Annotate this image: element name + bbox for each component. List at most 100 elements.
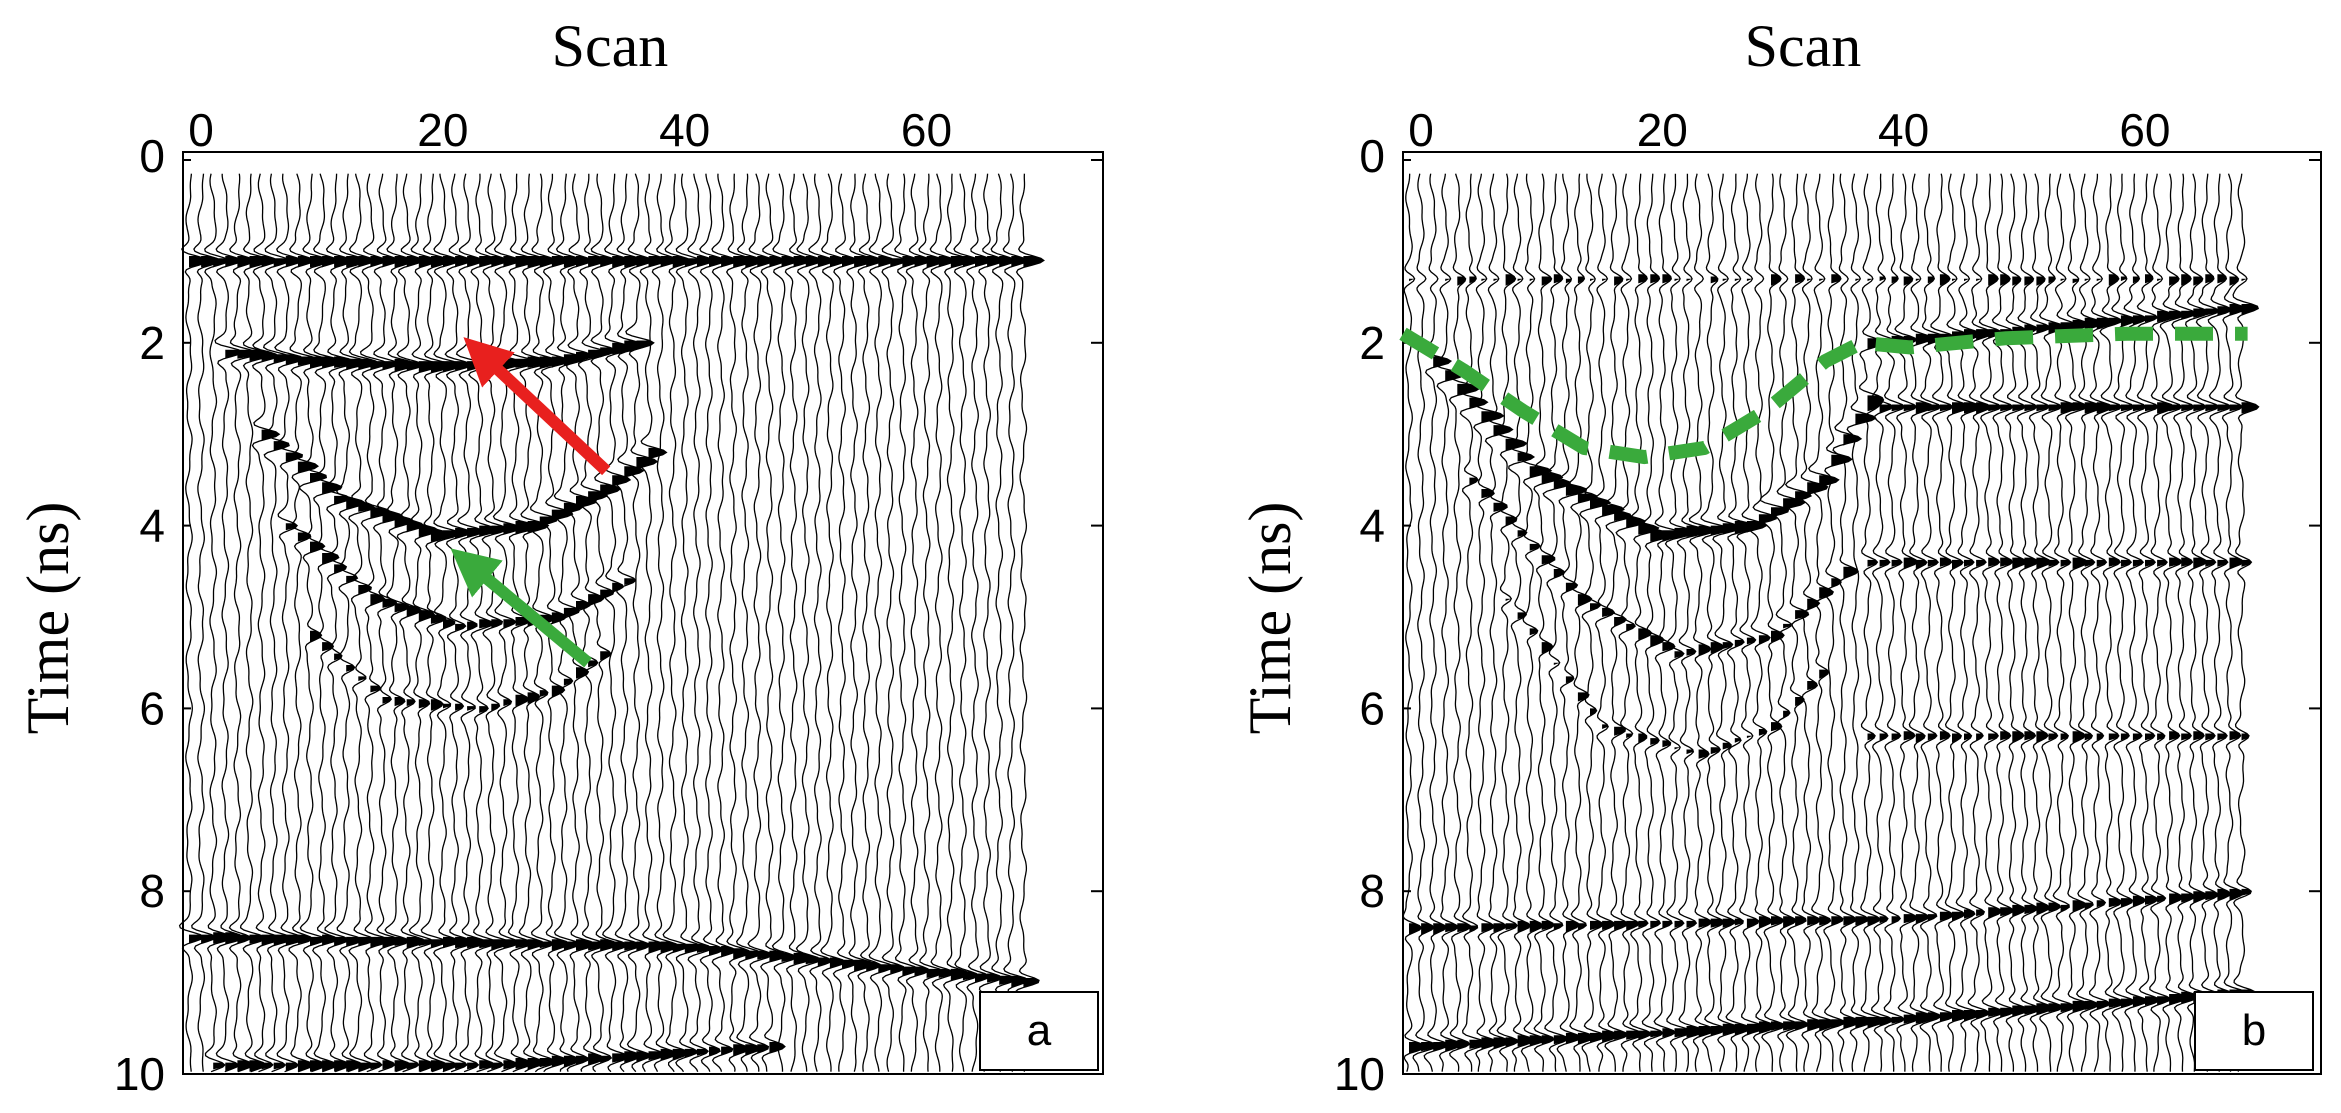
green-arrow [450,548,592,668]
x-tick-label: 60 [2119,104,2170,156]
y-tick-label: 2 [1359,317,1385,369]
trace-line [1002,173,1030,1072]
trace-line [251,173,281,1073]
trace-line [820,173,847,1072]
trace-line [2185,173,2213,1072]
trace-fill [1023,256,1044,988]
trace-line [590,173,622,1073]
trace-line [687,173,715,1072]
y-axis-title-b: Time (ns) [1237,502,1303,735]
y-tick-label: 6 [1359,682,1385,734]
trace-line [323,173,356,1073]
trace-line [1955,173,1983,1072]
trace-line [2063,173,2093,1072]
trace-line [1883,173,1910,1072]
y-tick-label: 8 [139,865,165,917]
y-tick-label: 0 [139,130,165,182]
trace-line [1944,173,1972,1072]
x-tick-labels-b: 0 20 40 60 [1408,104,2170,156]
y-tick-labels-a: 0 2 4 6 8 10 [114,130,165,1100]
trace-line [1402,173,1427,1072]
trace-fill [987,256,1004,983]
trace-line [846,173,876,1072]
trace-line [832,173,859,1072]
trace-fill [902,256,920,976]
trace-line [2123,173,2149,1072]
trace-line [1978,173,2004,1072]
trace-line [1458,173,1489,1072]
y-tick-label: 8 [1359,865,1385,917]
red-arrow [463,337,611,476]
y-tick-label: 0 [1359,130,1385,182]
green-dashed-line [1399,326,2248,465]
trace-fill [1831,274,1852,1029]
trace-line [2171,173,2199,1072]
trace-line [1919,173,1946,1072]
trace-line [808,173,835,1072]
trace-fill [817,256,834,967]
trace-line [2111,173,2138,1072]
trace-line [1894,173,1920,1072]
trace-line [1846,173,1877,1072]
trace-line [760,173,788,1072]
trace-line [384,173,417,1073]
x-tick-label: 0 [1408,104,1434,156]
trace-line [1508,173,1536,1072]
trace-line [396,173,427,1073]
trace-fill [1011,256,1029,988]
tick-marks-a [183,159,1103,1075]
trace-line [1433,173,1465,1072]
trace-line [312,173,343,1073]
y-tick-label: 4 [1359,500,1385,552]
trace-line [2038,173,2066,1072]
trace-line [625,173,659,1073]
trace-line [1859,173,1887,1072]
x-axis-title-a: Scan [552,13,669,79]
trace-line [1725,173,1757,1072]
x-tick-label: 20 [417,104,468,156]
trace-line [795,173,823,1072]
trace-line [372,173,404,1073]
x-axis-title-b: Scan [1745,13,1862,79]
trace-line [578,173,609,1072]
x-tick-labels-a: 0 20 40 60 [188,104,952,156]
trace-line [433,173,464,1073]
trace-fill [866,256,882,972]
trace-line [725,173,755,1072]
trace-line [2159,173,2188,1072]
trace-line [492,173,525,1073]
trace-line [894,173,921,1072]
trace-line [771,173,799,1072]
plot-frame-b [1402,151,2322,1075]
trace-line [735,173,764,1072]
traces-a [178,173,1045,1073]
traces-b [1402,173,2260,1072]
trace-line [1870,173,1897,1072]
trace-line [228,173,258,1073]
x-tick-label: 40 [659,104,710,156]
trace-line [978,173,1005,1072]
y-tick-label: 4 [139,500,165,552]
trace-fill [285,256,305,1072]
trace-line [288,173,320,1073]
trace-line [1759,173,1790,1072]
trace-line [918,173,946,1072]
trace-line [1412,173,1438,1072]
trace-line [905,173,932,1072]
plot-frame-a [182,151,1104,1075]
trace-line [1641,173,1674,1072]
trace-line [1653,173,1685,1072]
trace-line [191,173,222,1072]
trace-line [1930,173,1956,1072]
trace-line [298,173,333,1073]
trace-fill [733,256,754,1056]
trace-fill [322,256,342,1072]
x-tick-label: 0 [188,104,214,156]
trace-line [204,173,233,1073]
trace-line [966,173,993,1072]
trace-line [881,173,907,1072]
y-axis-title-a: Time (ns) [15,502,81,735]
y-tick-label: 6 [139,682,165,734]
trace-line [868,173,896,1072]
trace-line [942,173,973,1072]
